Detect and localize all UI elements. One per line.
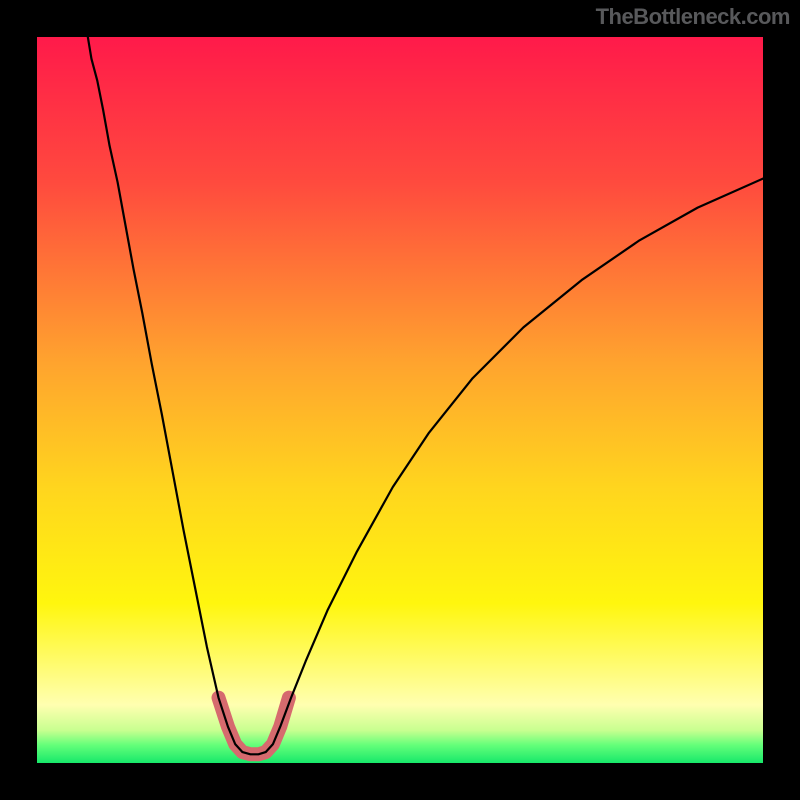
highlight-path [219, 698, 289, 755]
plot-area [37, 37, 763, 763]
watermark-text: TheBottleneck.com [596, 4, 790, 30]
main-curve-path [88, 37, 763, 754]
curve-svg [37, 37, 763, 763]
